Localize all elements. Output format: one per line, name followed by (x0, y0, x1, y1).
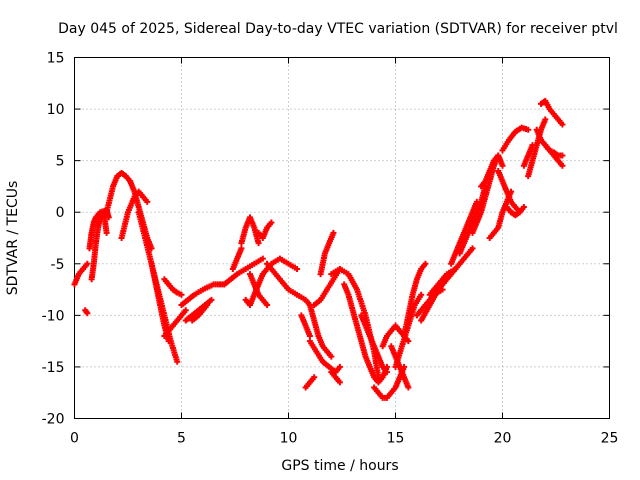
series-arc-47 (499, 124, 532, 154)
data-point (559, 152, 566, 159)
data-point (208, 296, 215, 303)
data-point (144, 198, 151, 205)
series-arc-10 (161, 276, 185, 298)
x-tick-label: 20 (494, 431, 512, 447)
y-tick-label: -5 (51, 257, 65, 273)
series-arc-23 (298, 312, 313, 339)
series-arc-36 (392, 291, 425, 370)
data-point (84, 260, 91, 267)
x-tick-label: 5 (177, 431, 186, 447)
series-arc-11 (161, 307, 189, 339)
data-point (405, 384, 412, 391)
x-tick-labels: 0 5 10 15 20 25 (70, 431, 618, 447)
series-arc-14 (189, 302, 211, 324)
data-point (268, 219, 275, 226)
data-point (422, 260, 429, 267)
data-point (264, 302, 271, 309)
data-point (182, 307, 189, 314)
y-tick-label: 0 (56, 205, 65, 221)
series-arc-30 (341, 281, 390, 386)
data-point (259, 255, 266, 262)
data-point (383, 369, 390, 376)
series-arc-25 (306, 302, 335, 360)
series-arc-49 (520, 142, 536, 169)
y-tick-label: -20 (42, 412, 65, 428)
x-tick-label: 25 (601, 431, 619, 447)
grid (74, 57, 610, 419)
data-point (520, 204, 527, 211)
series-arc-26 (306, 338, 343, 376)
series-arc-24 (302, 374, 318, 391)
data-point (330, 229, 337, 236)
chart-title: Day 045 of 2025, Sidereal Day-to-day VTE… (58, 21, 618, 37)
data-markers (71, 97, 566, 401)
data-point (418, 291, 425, 298)
data-point (238, 245, 245, 252)
y-tick-label: -15 (42, 360, 65, 376)
series-arc-16 (229, 245, 245, 272)
series-arc-48 (503, 204, 527, 219)
data-point (103, 229, 110, 236)
x-tick-label: 15 (387, 431, 405, 447)
data-point (204, 302, 211, 309)
series-arc-44 (478, 152, 506, 190)
series-arc-02 (82, 307, 91, 317)
series-arc-32 (358, 312, 390, 376)
data-point (306, 332, 313, 339)
series-arc-53 (542, 142, 566, 169)
series-arc-01 (71, 260, 91, 288)
y-axis-label: SDTVAR / TECUs (5, 181, 21, 296)
data-point (499, 162, 506, 169)
y-tick-label: 5 (56, 154, 65, 170)
series-arc-40 (426, 245, 476, 298)
series-arc-12 (178, 281, 228, 309)
series-arc-27 (317, 229, 337, 278)
y-tick-label: -10 (42, 308, 65, 324)
y-tick-label: 15 (47, 51, 65, 67)
y-tick-label: 10 (47, 102, 65, 118)
data-point (336, 363, 343, 370)
data-point (525, 126, 532, 133)
x-tick-label: 10 (280, 431, 298, 447)
data-point (311, 374, 318, 381)
data-point (165, 338, 172, 345)
data-point (294, 265, 301, 272)
series-arc-37 (401, 260, 429, 339)
data-point (259, 271, 266, 278)
plot-frame (74, 57, 610, 419)
data-point (559, 121, 566, 128)
data-point (542, 116, 549, 123)
data-point (328, 353, 335, 360)
series-arc-21 (264, 260, 313, 309)
series-arc-18 (255, 219, 275, 241)
series-arc-51 (538, 97, 566, 128)
data-point (105, 214, 112, 221)
series-arc-22 (242, 271, 266, 309)
y-tick-labels: -20 -15 -10 -5 0 5 10 15 (42, 51, 65, 428)
data-point (178, 291, 185, 298)
data-point (559, 162, 566, 169)
series-arc-50 (525, 116, 549, 180)
series-arc-15 (221, 255, 266, 288)
data-point (174, 358, 181, 365)
series-arc-46 (495, 167, 523, 216)
axis-ticks (74, 57, 610, 419)
series-arc-09 (148, 260, 172, 345)
x-axis-label: GPS time / hours (281, 458, 398, 474)
data-point (336, 379, 343, 386)
x-tick-label: 0 (70, 431, 79, 447)
data-point (84, 310, 91, 317)
series-arc-31 (328, 369, 343, 386)
data-point (469, 245, 476, 252)
data-point (255, 240, 262, 247)
